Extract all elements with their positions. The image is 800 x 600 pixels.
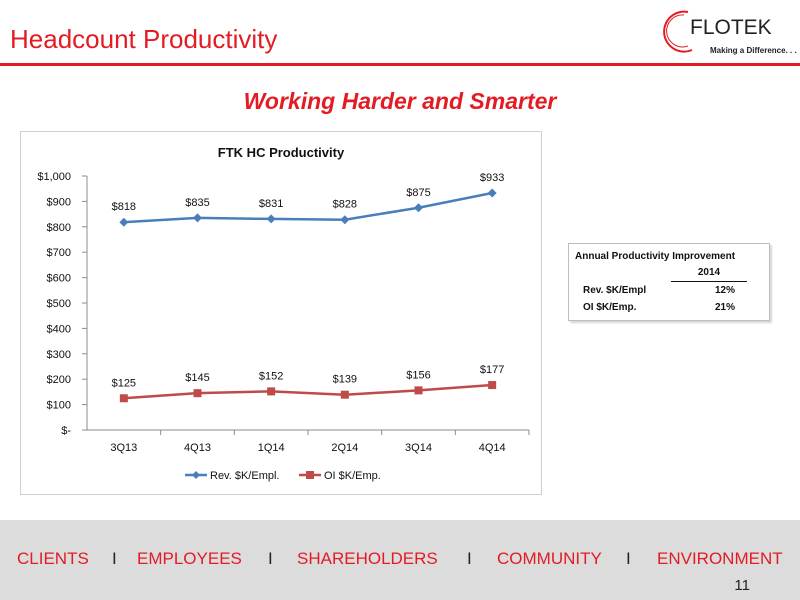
data-point [266,214,276,224]
y-tick-label: $600 [47,273,71,285]
y-tick-label: $- [61,425,71,437]
title-rule [0,63,800,66]
series-line [123,383,493,400]
y-tick-label: $500 [47,298,71,310]
data-label: $152 [259,370,283,382]
productivity-chart: FTK HC Productivity $- $100 $200 $300 $400 $50… [37,145,530,482]
footer-bar: CLIENTS I EMPLOYEES I SHAREHOLDERS I COM… [0,520,800,600]
table-year-rule [671,281,747,282]
footer-item-employees: EMPLOYEES [137,549,242,568]
footer-separator: I [112,549,117,568]
chart-container: FTK HC Productivity $- $100 $200 $300 $400 $50… [20,131,542,495]
data-label: $139 [333,374,357,386]
productivity-table: Annual Productivity Improvement 2014 Rev… [568,243,770,321]
data-label: $156 [406,369,430,381]
y-tick-label: $800 [47,222,71,234]
data-label: $145 [185,372,209,384]
data-point [414,386,423,395]
data-point [488,381,497,390]
data-point [119,217,129,227]
table-row-label: Rev. $K/Empl [583,285,647,296]
footer-separator: I [467,549,472,568]
x-tick-label: 2Q14 [331,442,358,454]
data-point [193,213,202,223]
table-year: 2014 [697,267,721,278]
table-row-value: 21% [714,302,735,313]
data-label: $835 [185,197,209,209]
y-tick-label: $1,000 [37,171,71,183]
logo-wordmark: FLOTEK [690,16,772,39]
y-tick-label: $100 [47,400,71,412]
y-tick-label: $400 [47,323,71,335]
data-label: $125 [112,377,136,389]
y-tick-label: $300 [47,349,71,361]
footer-item-environment: ENVIRONMENT [657,549,783,568]
y-tick-label: $900 [47,196,71,208]
footer-item-shareholders: SHAREHOLDERS [297,549,438,568]
data-label: $831 [259,198,283,210]
y-tick-label: $200 [47,374,71,386]
footer-item-community: COMMUNITY [497,549,602,568]
x-tick-label: 1Q14 [258,442,285,454]
data-point [119,394,128,403]
flotek-logo: FLOTEK Making a Difference. . . [662,6,797,60]
data-label: $818 [112,201,136,213]
data-point [267,387,276,396]
data-point [487,188,497,198]
table-row-label: OI $K/Emp. [583,302,637,313]
slide-subtitle: Working Harder and Smarter [243,88,557,114]
data-point [340,215,350,225]
footer-separator: I [268,549,273,568]
legend-label: Rev. $K/Empl. [210,470,280,482]
x-tick-label: 3Q13 [110,442,137,454]
x-tick-label: 4Q14 [479,442,506,454]
data-label: $828 [333,199,357,211]
x-tick-label: 3Q14 [405,442,432,454]
legend-marker [192,471,200,479]
data-point [414,203,423,213]
data-point [340,390,349,399]
table-row-value: 12% [714,285,735,296]
footer-separator: I [626,549,631,568]
legend-label: OI $K/Emp. [324,470,381,482]
legend-marker [306,471,314,479]
data-label: $875 [406,187,430,199]
logo-swoosh-icon [663,10,693,53]
y-tick-label: $700 [47,247,71,259]
page-title: Headcount Productivity [10,24,278,54]
chart-title: FTK HC Productivity [218,145,345,160]
data-label: $933 [480,172,504,184]
x-tick-label: 4Q13 [184,442,211,454]
logo-tagline: Making a Difference. . . [710,46,797,55]
footer-item-clients: CLIENTS [17,549,89,568]
page-number: 11 [734,577,750,594]
series-line [123,191,493,224]
table-heading: Annual Productivity Improvement [575,251,736,262]
data-label: $177 [480,364,504,376]
data-point [193,389,202,398]
